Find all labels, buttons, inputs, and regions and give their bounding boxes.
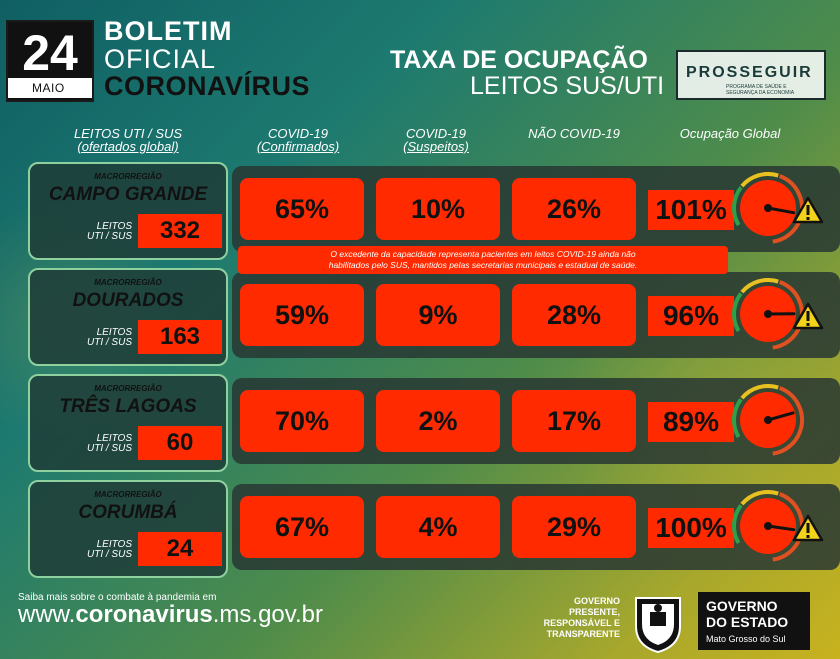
date-month: MAIO [8,78,92,98]
footer-url-link[interactable]: www.coronavirus.ms.gov.br [18,601,323,628]
region-name: CORUMBÁ [78,502,178,523]
column-header-nao-covid: NÃO COVID-19 [528,126,620,141]
footer-info: Saiba mais sobre o combate à pandemia em [18,592,217,603]
title-boletim: BOLETIM [104,16,233,46]
column-header-leitos: LEITOS UTI / SUS (ofertados global) [73,126,183,154]
date-badge: 24 MAIO [6,20,94,102]
prosseguir-logo: PROSSEGUIR PROGRAMA DE SAÚDE E SEGURANÇA… [676,50,826,100]
column-header-confirmados: COVID-19 (Confirmados) [256,126,340,154]
region-label: MACRORREGIÃO [94,384,162,393]
region-card: MACRORREGIÃO DOURADOS LEITOS UTI / SUS 163 [28,268,228,366]
pct-confirmados: 70% [240,390,364,452]
region-label: MACRORREGIÃO [94,490,162,499]
leitos-value: 163 [138,320,222,354]
leitos-value: 24 [138,532,222,566]
pct-global: 100% [648,508,734,548]
prosseguir-text: PROSSEGUIR [686,64,813,81]
state-seal-icon [635,597,681,654]
pct-suspeitos: 4% [376,496,500,558]
prosseguir-subtext: PROGRAMA DE SAÚDE E SEGURANÇA DA ECONOMI… [726,84,795,96]
pct-nao-covid: 17% [512,390,636,452]
occupancy-gauge-icon [732,384,804,456]
pct-nao-covid: 28% [512,284,636,346]
gov-slogan: GOVERNO PRESENTE, RESPONSÁVEL E TRANSPARENT… [543,596,620,639]
pct-confirmados: 65% [240,178,364,240]
occupancy-gauge-icon [732,172,804,244]
title-coronavirus: CORONAVÍRUS [104,71,311,101]
pct-confirmados: 67% [240,496,364,558]
region-label: MACRORREGIÃO [94,172,162,181]
pct-suspeitos: 10% [376,178,500,240]
leitos-value: 332 [138,214,222,248]
warning-icon [792,514,824,542]
pct-global: 89% [648,402,734,442]
region-card: MACRORREGIÃO CORUMBÁ LEITOS UTI / SUS 24 [28,480,228,578]
title-oficial: OFICIAL [104,44,217,74]
region-card: MACRORREGIÃO CAMPO GRANDE LEITOS UTI / SUS 3… [28,162,228,260]
gov-logo: GOVERNO DO ESTADO Mato Grosso do Sul [698,592,810,650]
occupancy-subtitle: LEITOS SUS/UTI [470,72,665,100]
pct-suspeitos: 2% [376,390,500,452]
occupancy-title: TAXA DE OCUPAÇÃO [390,46,648,74]
excess-capacity-note: O excedente da capacidade representa pac… [238,246,728,274]
region-card: MACRORREGIÃO TRÊS LAGOAS LEITOS UTI / SUS 60 [28,374,228,472]
warning-icon [792,302,824,330]
pct-global: 96% [648,296,734,336]
pct-suspeitos: 9% [376,284,500,346]
pct-global: 101% [648,190,734,230]
leitos-label: LEITOS UTI / SUS [86,433,132,454]
warning-icon [792,196,824,224]
leitos-label: LEITOS UTI / SUS [86,327,132,348]
column-header-ocupacao-global: Ocupação Global [679,126,781,141]
region-name: TRÊS LAGOAS [59,396,197,417]
pct-confirmados: 59% [240,284,364,346]
leitos-label: LEITOS UTI / SUS [86,221,132,242]
leitos-value: 60 [138,426,222,460]
column-header-suspeitos: COVID-19 (Suspeitos) [403,126,469,154]
date-day: 24 [22,25,78,81]
leitos-label: LEITOS UTI / SUS [86,539,132,560]
pct-nao-covid: 26% [512,178,636,240]
pct-nao-covid: 29% [512,496,636,558]
region-name: DOURADOS [72,290,184,311]
region-label: MACRORREGIÃO [94,278,162,287]
region-name: CAMPO GRANDE [48,184,208,205]
